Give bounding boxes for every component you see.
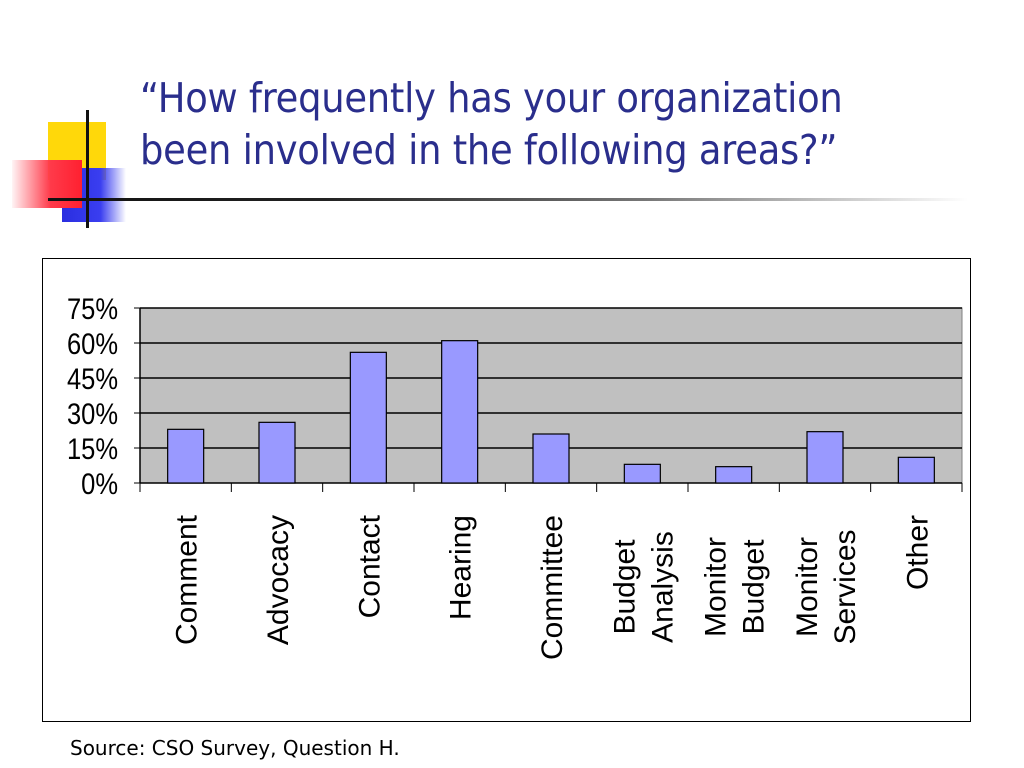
x-tick-label-group: Other: [901, 515, 934, 590]
x-tick-label: Budget: [608, 539, 641, 635]
bar: [441, 340, 479, 484]
bar: [532, 433, 570, 484]
title-line-1: “How frequently has your organization: [140, 74, 843, 122]
y-tick-label: 45%: [67, 362, 118, 395]
x-tick-label-group: Budget Analysis: [608, 531, 679, 643]
x-tick-label-group: Contact: [353, 514, 386, 618]
x-tick-label-group: Comment: [171, 514, 204, 645]
bar: [349, 351, 387, 484]
title-line-2: been involved in the following areas?”: [140, 126, 838, 174]
title-underline: [48, 198, 968, 201]
y-tick-label: 30%: [67, 397, 118, 430]
x-tick-label: Budget: [738, 539, 771, 635]
x-tick-label: Comment: [171, 514, 204, 645]
slide-title: “How frequently has your organization be…: [140, 72, 914, 176]
y-tick-label: 75%: [67, 292, 118, 325]
bar: [897, 456, 935, 484]
y-tick-label: 0%: [81, 467, 118, 500]
bar: [806, 431, 844, 484]
x-tick-label: Services: [829, 529, 862, 644]
x-tick-label: Analysis: [646, 531, 679, 643]
y-tick-label: 60%: [67, 327, 118, 360]
x-tick-label-group: Advocacy: [262, 515, 295, 645]
x-tick-label: Contact: [353, 514, 386, 618]
source-note: Source: CSO Survey, Question H.: [70, 736, 400, 760]
x-tick-label: Advocacy: [262, 515, 295, 645]
x-tick-label-group: Monitor Budget: [700, 537, 771, 637]
x-tick-label: Other: [901, 515, 934, 590]
decor-vertical-line: [86, 110, 89, 228]
bar: [167, 428, 205, 484]
x-tick-label-group: Monitor Services: [791, 529, 862, 644]
x-tick-label-group: Hearing: [445, 515, 478, 620]
x-tick-label-group: Committee: [536, 515, 569, 660]
x-tick-label: Monitor: [791, 537, 824, 637]
bar: [715, 466, 753, 484]
bar: [623, 463, 661, 484]
bar: [258, 421, 296, 484]
y-tick-label: 15%: [67, 432, 118, 465]
x-tick-label: Hearing: [445, 515, 478, 620]
x-tick-label: Monitor: [700, 537, 733, 637]
x-tick-label: Committee: [536, 515, 569, 660]
